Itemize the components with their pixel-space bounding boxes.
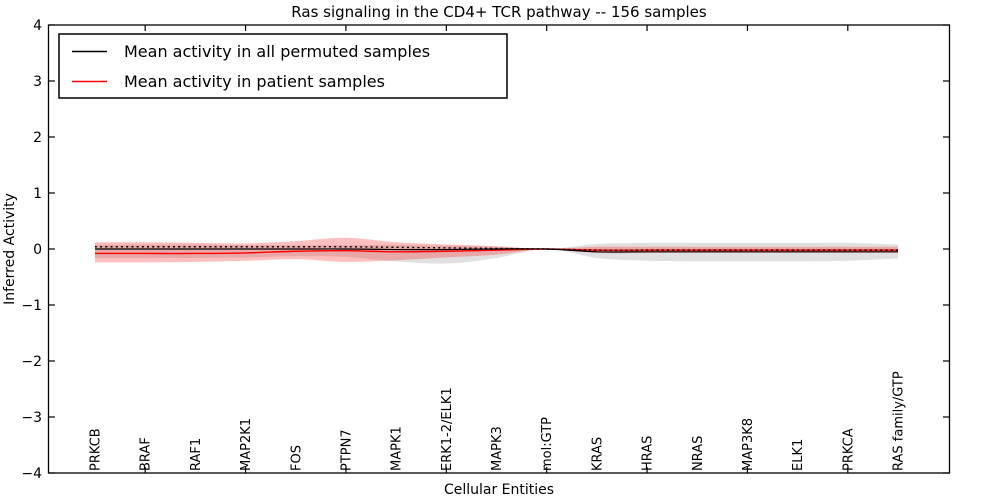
y-tick-label: 1 [33, 186, 42, 202]
x-category-label: BRAF [139, 437, 154, 471]
x-category-label: PTPN7 [339, 429, 354, 471]
x-category-label: RAF1 [189, 438, 204, 471]
y-tick-label: −4 [21, 466, 42, 482]
y-axis-label: Inferred Activity [2, 193, 18, 305]
y-tick-label: 2 [33, 130, 42, 146]
legend: Mean activity in all permuted samples Me… [58, 33, 508, 99]
x-category-label: PRKCB [89, 428, 104, 471]
y-tick-label: −1 [21, 298, 42, 314]
legend-box [58, 33, 508, 99]
y-tick-label: −2 [21, 354, 42, 370]
y-tick-label: 3 [33, 74, 42, 90]
legend-label-permuted: Mean activity in all permuted samples [124, 42, 430, 61]
line-zero-reference-dotted [94, 246, 898, 251]
x-category-label: HRAS [641, 436, 656, 471]
x-category-label: KRAS [590, 437, 605, 471]
tick-label-layer: 4 3 2 1 0 −1 −2 −3 −4 PRKCB BRAF RAF1 MAP2K1 FOS PTPN7… [21, 18, 906, 482]
x-axis-label: Cellular Entities [444, 482, 554, 498]
y-tick-label: −3 [21, 410, 42, 426]
x-category-label: FOS [289, 445, 304, 471]
x-category-label: PRKCA [841, 428, 856, 471]
y-tick-label: 0 [33, 242, 42, 258]
permuted-band [95, 242, 898, 264]
x-category-label: RAS family/GTP [892, 371, 907, 471]
series-layer [94, 246, 898, 255]
x-category-label: MAP3K8 [741, 418, 756, 471]
y-tick-label: 4 [33, 18, 42, 34]
plot-frame [47, 24, 951, 474]
x-category-label: mol:GTP [540, 417, 555, 471]
x-category-label: ERK1-2/ELK1 [440, 387, 455, 471]
x-category-label: MAPK3 [490, 426, 505, 471]
legend-label-patient: Mean activity in patient samples [124, 72, 385, 91]
x-category-label: NRAS [691, 436, 706, 471]
x-category-label: ELK1 [791, 439, 806, 471]
x-category-label: MAPK1 [390, 426, 405, 471]
x-category-label: MAP2K1 [239, 418, 254, 471]
chart-title: Ras signaling in the CD4+ TCR pathway --… [291, 3, 707, 21]
